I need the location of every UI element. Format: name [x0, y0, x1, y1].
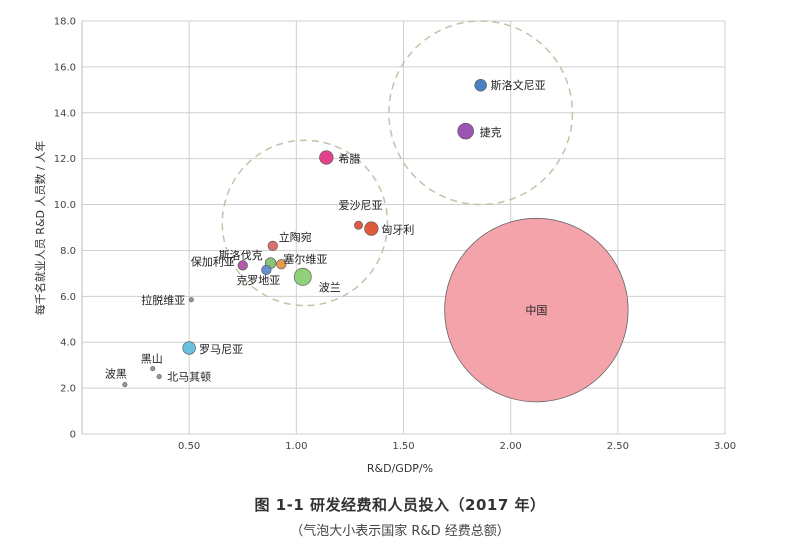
bubble-11 — [293, 267, 312, 286]
y-tick-label: 18.0 — [54, 17, 76, 28]
bubble-label-10: 克罗地亚 — [236, 274, 280, 287]
y-tick-label: 14.0 — [54, 108, 76, 119]
bubble-7 — [237, 260, 248, 271]
y-tick-label: 0 — [70, 430, 76, 441]
group-dashed-circle — [388, 20, 574, 206]
figure-subtitle: （气泡大小表示国家 R&D 经费总额） — [290, 524, 510, 539]
bubble-13 — [182, 341, 196, 355]
y-tick-label: 10.0 — [54, 200, 76, 211]
bubble-label-6: 立陶宛 — [279, 230, 312, 244]
bubble-14 — [150, 366, 156, 372]
bubble-4 — [354, 220, 363, 230]
bubble-label-1: 斯洛文尼亚 — [491, 78, 546, 92]
y-tick-label: 8.0 — [60, 246, 76, 257]
bubble-label-12: 拉脱维亚 — [141, 293, 185, 307]
x-tick-label: 3.00 — [714, 441, 736, 452]
bubble-label-2: 捷克 — [480, 125, 502, 139]
bubble-15 — [156, 374, 162, 380]
y-tick-label: 6.0 — [60, 292, 76, 303]
x-tick-label: 2.50 — [607, 441, 629, 452]
x-tick-label: 1.50 — [392, 441, 414, 452]
y-tick-label: 16.0 — [54, 62, 76, 73]
x-axis-title: R&D/GDP/% — [367, 462, 433, 475]
y-tick-label: 4.0 — [60, 338, 76, 349]
x-tick-label: 0.50 — [178, 441, 200, 452]
bubble-label-13: 罗马尼亚 — [199, 343, 243, 356]
x-tick-labels: 0.50 1.00 1.50 2.00 2.50 3.00 — [178, 441, 736, 452]
bubble-label-3: 希腊 — [338, 152, 360, 166]
bubble-label-9: 塞尔维亚 — [283, 252, 327, 266]
group-circles — [221, 20, 574, 307]
bubble-17 — [444, 217, 629, 403]
bubble-label-5: 匈牙利 — [381, 223, 414, 237]
bubble-1 — [474, 79, 487, 92]
bubble-2 — [457, 122, 474, 140]
bubble-label-14: 黑山 — [141, 353, 163, 366]
bubble-label-15: 北马其顿 — [167, 370, 211, 384]
bubble-label-17: 中国 — [525, 304, 547, 317]
bubble-16 — [122, 382, 128, 388]
y-axis-title: 每千名就业人员 R&D 人员数 / 人年 — [33, 141, 47, 315]
bubble-9 — [276, 259, 287, 270]
bubble-6 — [267, 240, 278, 251]
x-tick-label: 1.00 — [285, 441, 307, 452]
y-tick-labels: 0 2.0 4.0 6.0 8.0 10.0 12.0 14.0 16.0 18.0 — [54, 17, 76, 441]
bubble-5 — [364, 221, 379, 236]
bubbles — [122, 79, 629, 403]
figure-title: 图 1-1 研发经费和人员投入（2017 年） — [254, 496, 546, 514]
y-tick-label: 12.0 — [54, 154, 76, 165]
group-dashed-circle — [221, 139, 389, 307]
bubble-label-8: 斯洛伐克 — [219, 248, 263, 262]
bubble-10 — [261, 264, 272, 276]
bubble-label-7: 保加利亚 — [191, 254, 235, 268]
bubble-3 — [319, 150, 334, 165]
bubble-label-11: 波兰 — [319, 281, 341, 294]
y-tick-label: 2.0 — [60, 384, 76, 395]
x-tick-label: 2.00 — [500, 441, 522, 452]
bubble-label-16: 波黑 — [105, 368, 127, 381]
bubble-12 — [188, 297, 194, 303]
bubble-label-4: 爱沙尼亚 — [338, 199, 382, 212]
